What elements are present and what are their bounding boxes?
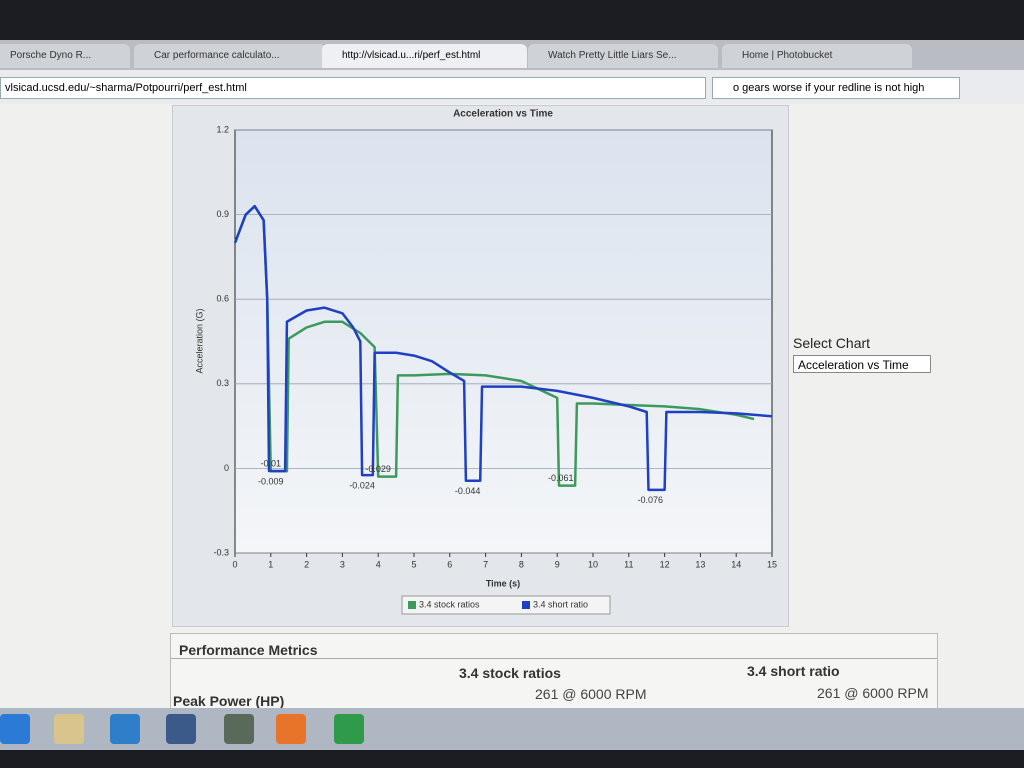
chart: Acceleration vs Time Time (s) Accelerati… <box>194 109 777 615</box>
divider <box>171 658 937 659</box>
store-icon[interactable] <box>334 714 364 744</box>
x-tick-label: 0 <box>232 559 237 569</box>
taskbar <box>0 708 1024 750</box>
explorer-icon[interactable] <box>54 714 84 744</box>
x-tick-label: 6 <box>447 559 452 569</box>
data-label: -0.044 <box>455 486 481 496</box>
cell: 261 @ 6000 RPM <box>817 685 929 701</box>
data-label: -0.061 <box>548 473 574 483</box>
x-tick-label: 12 <box>660 559 670 569</box>
tab[interactable]: Home | Photobucket <box>722 44 912 68</box>
y-axis-label: Acceleration (G) <box>194 308 204 373</box>
data-label: -0.024 <box>349 481 375 491</box>
legend <box>401 595 611 615</box>
metrics-title: Performance Metrics <box>179 642 318 658</box>
x-tick-label: 9 <box>555 559 560 569</box>
search-box[interactable]: o gears worse if your redline is not hig… <box>712 77 960 99</box>
x-tick-label: 7 <box>483 559 488 569</box>
x-tick-label: 2 <box>304 559 309 569</box>
tab[interactable]: Car performance calculato... <box>134 44 326 68</box>
row-label: Peak Power (HP) <box>173 693 285 709</box>
legend-label: 3.4 short ratio <box>533 599 588 609</box>
legend-swatch <box>408 601 416 609</box>
y-tick-label: 0.9 <box>216 209 229 219</box>
ie-icon[interactable] <box>0 714 30 744</box>
selector-label: Select Chart <box>793 335 871 351</box>
x-tick-label: 14 <box>731 559 741 569</box>
data-label: -0.076 <box>638 495 664 505</box>
legend-swatch <box>522 601 530 609</box>
x-tick-label: 15 <box>767 559 777 569</box>
app-icon[interactable] <box>110 714 140 744</box>
column-header: 3.4 short ratio <box>747 663 840 679</box>
tab[interactable]: Watch Pretty Little Liars Se... <box>528 44 718 68</box>
tab[interactable]: Porsche Dyno R... <box>0 44 130 68</box>
metrics-panel: Performance Metrics 3.4 stock ratios 3.4… <box>170 633 938 709</box>
x-tick-label: 1 <box>268 559 273 569</box>
cell: 261 @ 6000 RPM <box>535 686 647 702</box>
y-tick-label: 0.3 <box>216 378 229 388</box>
y-tick-label: -0.3 <box>213 547 229 557</box>
data-label: -0.009 <box>258 476 284 486</box>
tab[interactable]: http://vlsicad.u...ri/perf_est.html <box>322 44 527 68</box>
y-tick-label: 0.6 <box>216 294 229 304</box>
x-tick-label: 8 <box>519 559 524 569</box>
column-header: 3.4 stock ratios <box>459 665 561 681</box>
data-label: -0.01 <box>261 459 282 469</box>
app-icon[interactable] <box>224 714 254 744</box>
x-tick-label: 11 <box>624 559 633 569</box>
address-bar[interactable]: vlsicad.ucsd.edu/~sharma/Potpourri/perf_… <box>0 77 706 99</box>
chart-title: Acceleration vs Time <box>453 109 553 120</box>
x-axis-label: Time (s) <box>486 578 520 588</box>
app-icon[interactable] <box>166 714 196 744</box>
x-tick-label: 13 <box>695 559 705 569</box>
legend-label: 3.4 stock ratios <box>419 599 480 609</box>
y-tick-label: 1.2 <box>216 124 229 134</box>
firefox-icon[interactable] <box>276 714 306 744</box>
data-label: -0.029 <box>365 464 391 474</box>
x-tick-label: 5 <box>411 559 416 569</box>
chart-select[interactable]: Acceleration vs Time <box>793 355 931 373</box>
series-line <box>233 204 773 492</box>
y-tick-label: 0 <box>224 463 229 473</box>
plot-area <box>234 129 773 554</box>
x-tick-label: 10 <box>588 559 598 569</box>
x-tick-label: 4 <box>376 559 381 569</box>
x-tick-label: 3 <box>340 559 345 569</box>
